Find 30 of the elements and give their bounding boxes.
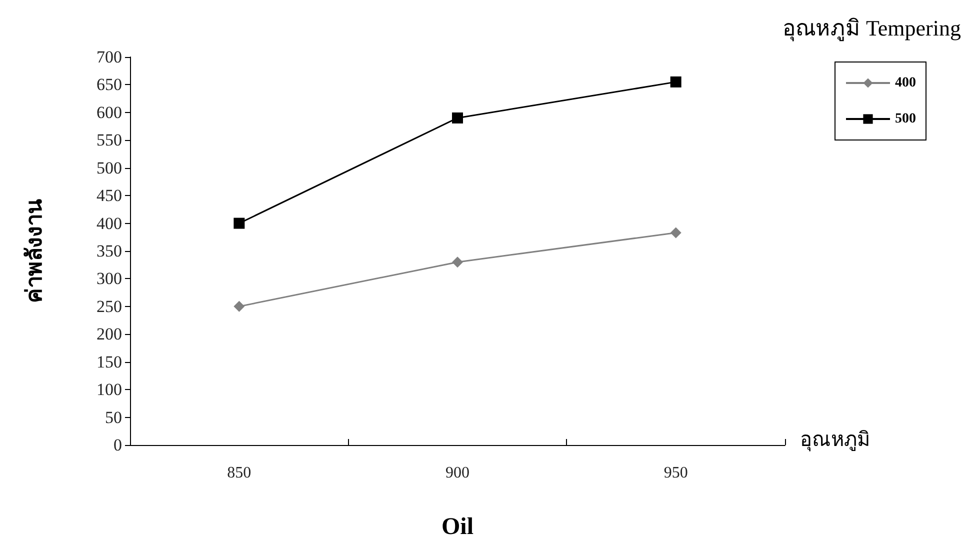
y-tick-label: 700 <box>96 48 122 66</box>
x-axis-title: Oil <box>441 514 474 540</box>
y-tick-label: 650 <box>96 75 122 94</box>
legend-label: 400 <box>895 76 916 90</box>
point <box>670 227 682 238</box>
x-tick-label: 900 <box>446 464 470 482</box>
y-tick-label: 400 <box>96 214 122 233</box>
point <box>452 112 463 124</box>
y-tick-label: 150 <box>96 352 122 372</box>
point <box>234 300 245 312</box>
y-tick-label: 550 <box>96 130 122 150</box>
point <box>452 256 463 268</box>
y-tick-label: 100 <box>96 380 122 400</box>
y-tick-label: 0 <box>114 436 122 454</box>
legend-label: 500 <box>895 112 916 126</box>
y-tick-label: 200 <box>96 324 122 344</box>
y-tick-label: 50 <box>105 408 122 427</box>
x-tick-label: 850 <box>227 464 252 482</box>
y-tick-label: 250 <box>96 296 122 316</box>
y-tick-label: 300 <box>96 269 122 288</box>
point <box>670 76 682 88</box>
y-axis-title: ค่าพลังงาน <box>22 199 46 303</box>
y-tick-label: 600 <box>96 102 122 122</box>
x-tick-label: 950 <box>664 464 688 482</box>
legend-title: อุณหภูมิ Tempering <box>782 16 961 42</box>
y-tick-label: 350 <box>96 242 122 260</box>
y-tick-label: 450 <box>96 186 122 206</box>
point <box>234 218 245 229</box>
text: อุณหภูมิ <box>800 429 870 452</box>
y-tick-label: 500 <box>96 158 122 178</box>
